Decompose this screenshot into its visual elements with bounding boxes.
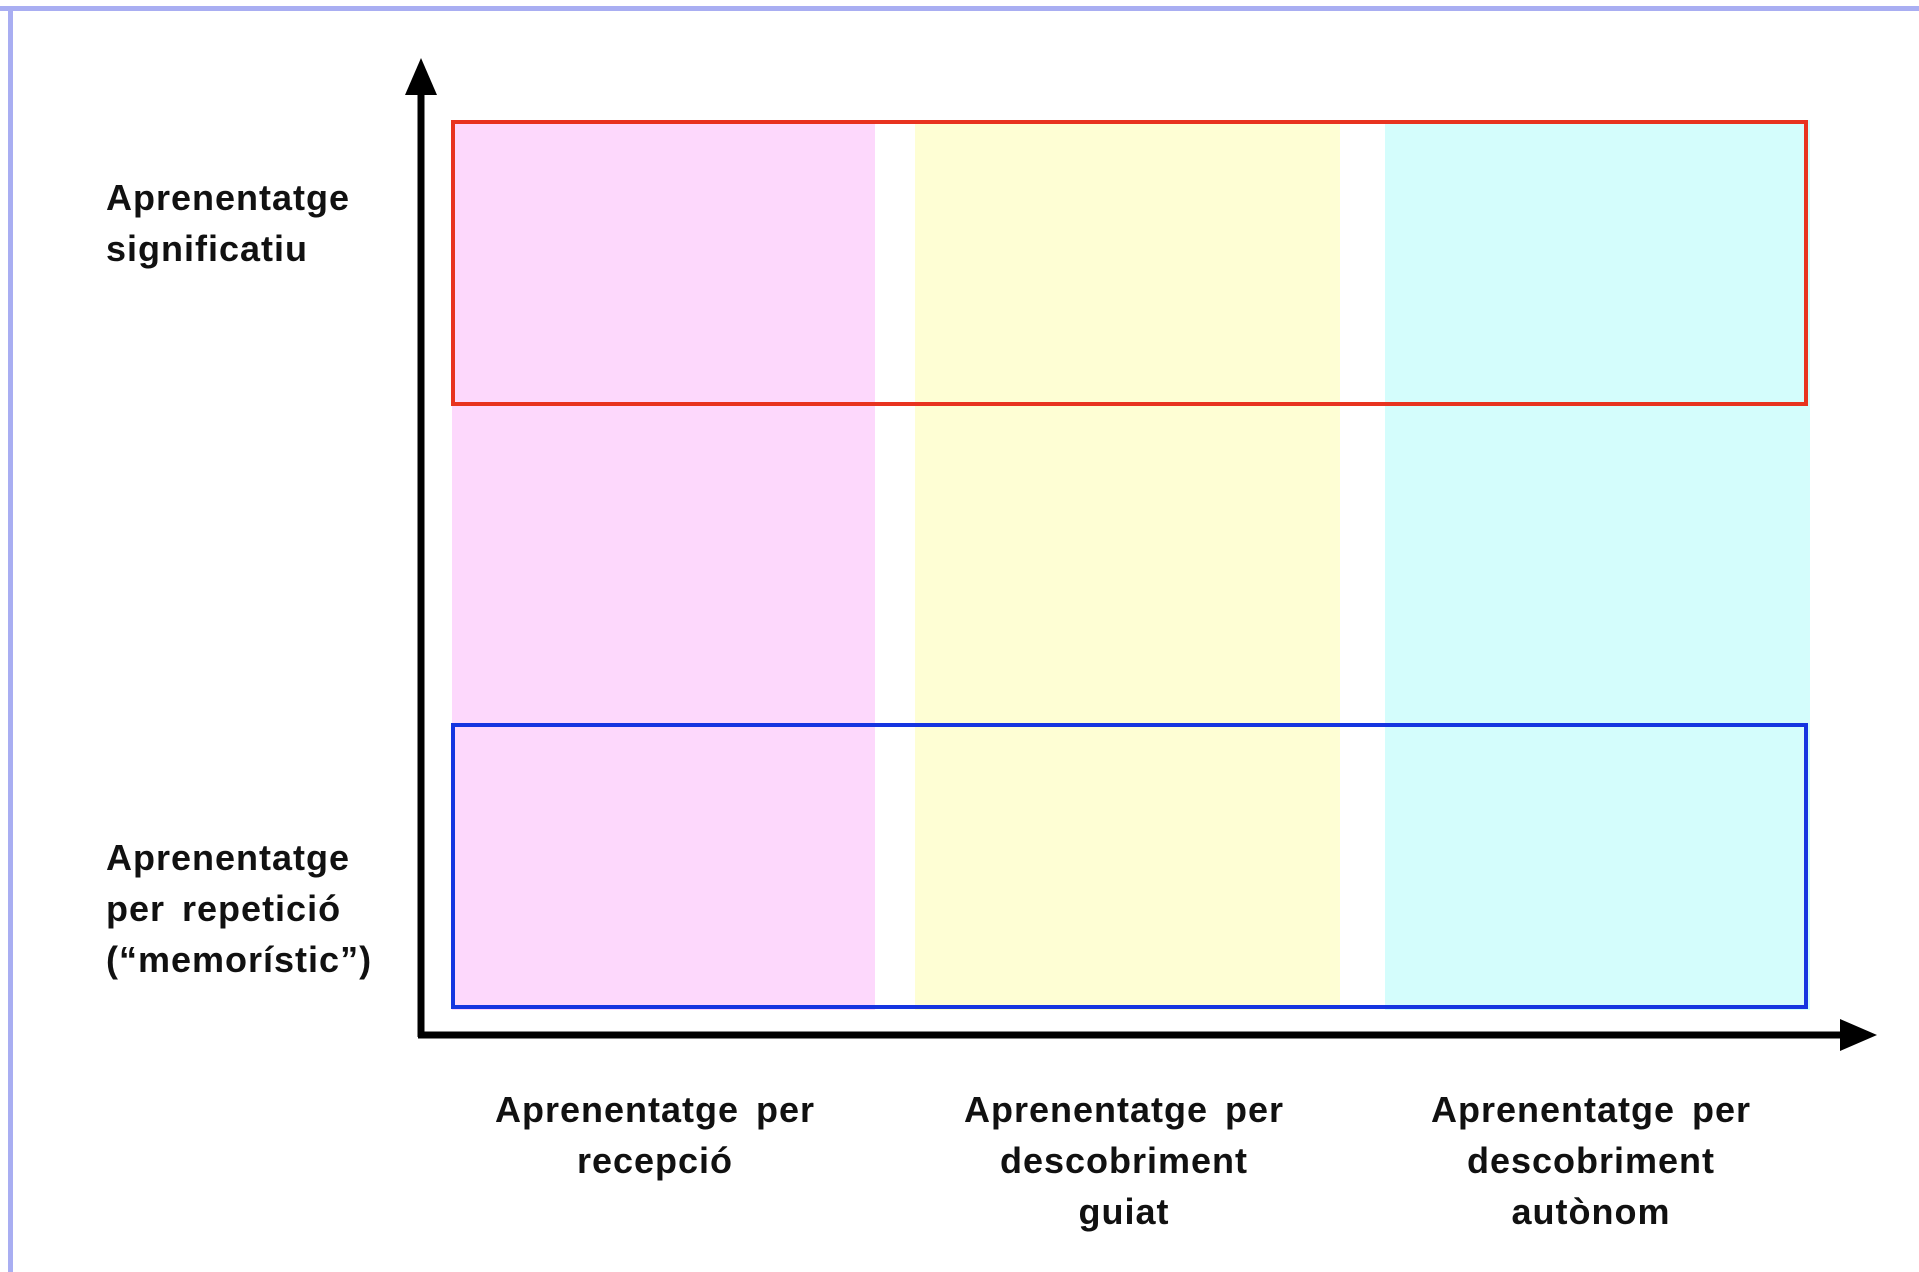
x-label-descobriment-autonom: Aprenentatge per descobriment autònom (1430, 1089, 1752, 1232)
y-label-repeticio: Aprenentatge per repetició (“memorístic”… (106, 837, 373, 980)
meaningful-learning-box (451, 120, 1808, 406)
column-descobriment-autonom (1385, 120, 1810, 1010)
y-label-significatiu: Aprenentatge significatiu (106, 177, 351, 269)
x-label-recepcio: Aprenentatge per recepció (494, 1089, 816, 1181)
frame-top-border (0, 6, 1919, 11)
rote-learning-box (451, 723, 1808, 1009)
frame-left-border (8, 6, 13, 1272)
x-label-descobriment-guiat: Aprenentatge per descobriment guiat (963, 1089, 1285, 1232)
column-descobriment-guiat (915, 120, 1340, 1010)
x-axis-arrowhead (1840, 1019, 1877, 1051)
column-recepcio (452, 120, 875, 1010)
y-axis-arrowhead (405, 58, 437, 95)
